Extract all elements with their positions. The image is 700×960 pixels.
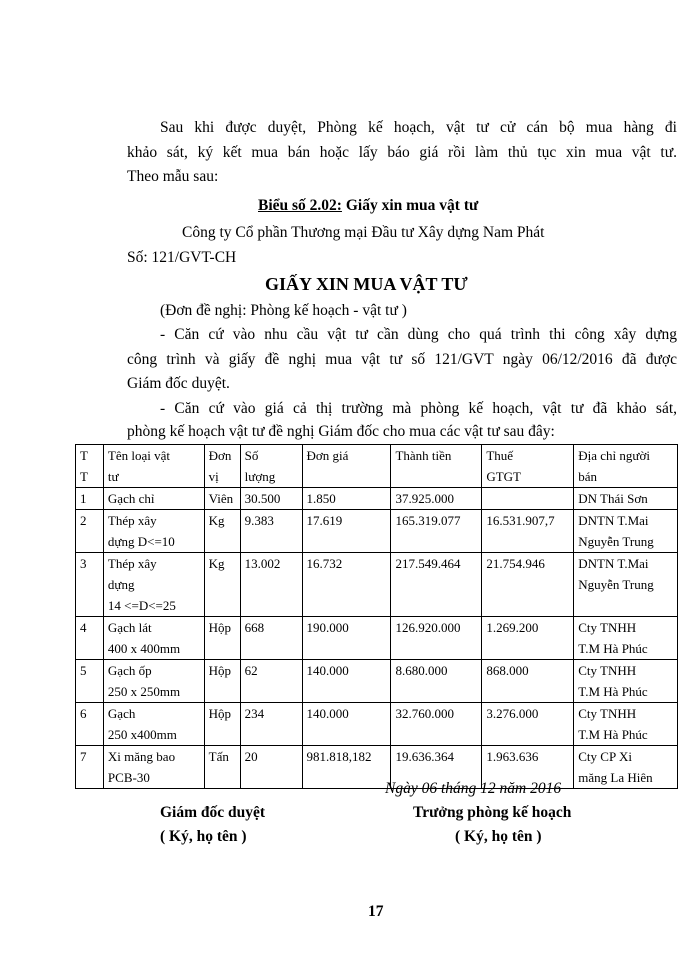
requester: (Đơn đề nghị: Phòng kế hoạch - vật tư ) <box>160 302 407 319</box>
form-label: Biểu số 2.02: <box>258 197 342 214</box>
table-cell: Gạch ốp 250 x 250mm <box>102 659 205 703</box>
table-cell: 9.383 <box>239 509 303 553</box>
table-row: 6 Gạch 250 x400mm Hộp 234 140.000 32.760.000 3… <box>75 702 678 746</box>
table-cell: 32.760.000 <box>390 702 483 746</box>
table-cell: DN Thái Sơn <box>573 487 678 510</box>
table-cell: 8.680.000 <box>390 659 483 703</box>
table-cell: 234 <box>239 702 303 746</box>
manager-signature-note: ( Ký, họ tên ) <box>455 828 542 845</box>
materials-table: T T Tên loại vật tư Đơn vị Số lượng Đơn giá T… <box>75 444 678 789</box>
table-cell: Đơn giá <box>301 444 392 488</box>
table-cell: 30.500 <box>239 487 303 510</box>
director-signature-title: Giám đốc duyệt <box>160 804 266 821</box>
table-cell: 3 <box>75 552 104 617</box>
table-cell: Thép xây dựng 14 <=D<=25 <box>102 552 205 617</box>
basis-line: - Căn cứ vào nhu cầu vật tư cần dùng cho… <box>160 326 677 343</box>
table-cell: 21.754.946 <box>481 552 575 617</box>
basis-line: công trình và giấy đề nghị mua vật tư số… <box>127 351 677 368</box>
table-row: 7 Xi măng bao PCB-30 Tấn 20 981.818,182 19.63… <box>75 745 678 789</box>
table-cell: 981.818,182 <box>301 745 392 789</box>
table-row: 3 Thép xây dựng 14 <=D<=25 Kg 13.002 16.732 2… <box>75 552 678 617</box>
table-cell: Đơn vị <box>203 444 241 488</box>
table-cell: Cty TNHH T.M Hà Phúc <box>573 702 678 746</box>
table-cell: 16.732 <box>301 552 392 617</box>
table-cell: 19.636.364 <box>390 745 483 789</box>
table-cell: Cty TNHH T.M Hà Phúc <box>573 616 678 660</box>
table-cell: Gạch lát 400 x 400mm <box>102 616 205 660</box>
table-cell: 3.276.000 <box>481 702 575 746</box>
table-row: 2 Thép xây dựng D<=10 Kg 9.383 17.619 165.319… <box>75 509 678 553</box>
table-cell: DNTN T.Mai Nguyễn Trung <box>573 509 678 553</box>
table-cell: Tấn <box>203 745 241 789</box>
company-name: Công ty Cổ phần Thương mại Đầu tư Xây dự… <box>182 224 545 241</box>
table-cell: Gạch chỉ <box>102 487 205 510</box>
table-cell: 140.000 <box>301 659 392 703</box>
table-cell: 5 <box>75 659 104 703</box>
table-cell: 190.000 <box>301 616 392 660</box>
table-cell: Cty TNHH T.M Hà Phúc <box>573 659 678 703</box>
document-number: Số: 121/GVT-CH <box>127 249 237 266</box>
basis-line: Giám đốc duyệt. <box>127 375 230 392</box>
table-cell: Xi măng bao PCB-30 <box>102 745 205 789</box>
manager-signature-title: Trưởng phòng kế hoạch <box>413 804 572 821</box>
table-cell: 140.000 <box>301 702 392 746</box>
table-cell: Hộp <box>203 616 241 660</box>
table-cell: Địa chỉ người bán <box>573 444 678 488</box>
table-cell: Số lượng <box>239 444 303 488</box>
table-row: 4 Gạch lát 400 x 400mm Hộp 668 190.000 126.92… <box>75 616 678 660</box>
table-cell: Thành tiền <box>390 444 483 488</box>
table-cell: Thuế GTGT <box>481 444 575 488</box>
table-cell: 1.269.200 <box>481 616 575 660</box>
table-cell: 6 <box>75 702 104 746</box>
table-cell: Kg <box>203 509 241 553</box>
table-cell: Viên <box>203 487 241 510</box>
table-cell: 2 <box>75 509 104 553</box>
form-heading: Biểu số 2.02: Giấy xin mua vật tư <box>258 196 478 216</box>
table-cell: 20 <box>239 745 303 789</box>
table-cell: 16.531.907,7 <box>481 509 575 553</box>
table-cell: Gạch 250 x400mm <box>102 702 205 746</box>
table-cell: 1.850 <box>301 487 392 510</box>
table-cell: Thép xây dựng D<=10 <box>102 509 205 553</box>
table-cell: 13.002 <box>239 552 303 617</box>
table-cell: 17.619 <box>301 509 392 553</box>
table-cell: Cty CP Xi măng La Hiên <box>573 745 678 789</box>
table-cell: Kg <box>203 552 241 617</box>
document-date: Ngày 06 tháng 12 năm 2016 <box>385 780 562 797</box>
table-cell: 37.925.000 <box>390 487 483 510</box>
table-cell: Tên loại vật tư <box>102 444 205 488</box>
director-signature-note: ( Ký, họ tên ) <box>160 828 247 845</box>
table-cell: 165.319.077 <box>390 509 483 553</box>
document-title: GIẤY XIN MUA VẬT TƯ <box>265 274 468 294</box>
table-cell: Hộp <box>203 659 241 703</box>
table-cell: 668 <box>239 616 303 660</box>
basis-line: - Căn cứ vào giá cả thị trường mà phòng … <box>160 400 677 417</box>
intro-line: Sau khi được duyệt, Phòng kế hoạch, vật … <box>160 119 677 136</box>
table-cell: 126.920.000 <box>390 616 483 660</box>
table-cell: T T <box>75 444 104 488</box>
basis-line: phòng kế hoạch vật tư đề nghị Giám đốc c… <box>127 423 555 440</box>
table-cell: 217.549.464 <box>390 552 483 617</box>
intro-line: khảo sát, ký kết mua bán hoặc lấy báo gi… <box>127 144 677 161</box>
table-cell: DNTN T.Mai Nguyễn Trung <box>573 552 678 617</box>
page-number: 17 <box>368 903 384 920</box>
table-cell: 868.000 <box>481 659 575 703</box>
table-cell <box>481 487 575 510</box>
form-name: Giấy xin mua vật tư <box>341 197 479 214</box>
intro-line: Theo mẫu sau: <box>127 168 219 185</box>
table-cell: 62 <box>239 659 303 703</box>
table-cell: 7 <box>75 745 104 789</box>
table-cell: Hộp <box>203 702 241 746</box>
table-cell: 1.963.636 <box>481 745 575 789</box>
table-cell: 4 <box>75 616 104 660</box>
table-header-row: T T Tên loại vật tư Đơn vị Số lượng Đơn giá T… <box>75 444 678 488</box>
table-row: 1 Gạch chỉ Viên 30.500 1.850 37.925.000 DN Thá… <box>75 487 678 510</box>
table-cell: 1 <box>75 487 104 510</box>
table-row: 5 Gạch ốp 250 x 250mm Hộp 62 140.000 8.680.00… <box>75 659 678 703</box>
